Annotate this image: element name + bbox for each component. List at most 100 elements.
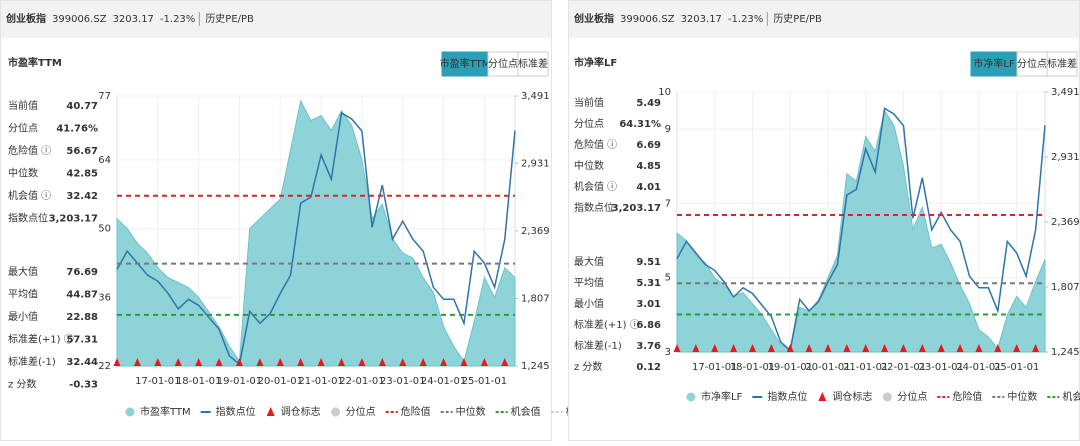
y-tick-label: 5 [665, 273, 671, 284]
legend-item[interactable]: 市盈率TTM [125, 405, 191, 418]
stat-label: 机会值 ⓘ [574, 180, 617, 193]
signal-marker [419, 358, 427, 366]
legend-label[interactable]: 机会值 [1062, 390, 1080, 403]
stat-label: 指数点位 [8, 212, 48, 225]
tab[interactable] [487, 51, 519, 77]
y-tick-label: 77 [98, 91, 111, 102]
tab-label[interactable]: 市净率LF [973, 57, 1015, 70]
line [676, 107, 1046, 352]
tab[interactable] [1016, 51, 1048, 77]
legend-label[interactable]: 中位数 [1007, 390, 1037, 403]
legend-label[interactable]: 市盈率TTM [140, 405, 191, 418]
legend-item[interactable]: 指数点位 [752, 390, 807, 403]
stat-label: 危险值 ⓘ [8, 144, 51, 157]
stat-value: 32.44 [66, 357, 98, 368]
legend-item[interactable]: 调仓标志 [266, 405, 321, 418]
header-name: 创业板指 [573, 12, 614, 25]
tab-label[interactable]: 分位点 [1017, 57, 1047, 70]
legend-item[interactable]: 指数点位 [200, 405, 256, 418]
stat-value: 3,203.17 [612, 203, 661, 214]
y-tick-label: 50 [98, 224, 111, 235]
legend-item[interactable]: 调仓标志 [818, 390, 872, 403]
legend-label[interactable]: 中位数 [456, 405, 486, 418]
y2-tick-label: 3,491 [1051, 87, 1080, 98]
stat-value: 56.67 [66, 146, 98, 157]
legend-label[interactable]: 指数点位 [216, 405, 256, 418]
tab[interactable] [517, 51, 549, 77]
signal-marker [480, 358, 488, 366]
signal-marker [338, 358, 346, 366]
stat-label: 分位点 [574, 117, 604, 130]
stat-value: 32.42 [66, 191, 98, 202]
x-tick-label: 23-01-01 [919, 362, 964, 373]
legend-symbol [331, 407, 341, 417]
legend-item[interactable]: 分位点 [882, 390, 928, 403]
legend-item[interactable]: 危险值 [385, 405, 431, 418]
x-tick-label: 18-01-01 [176, 376, 221, 387]
x-tick-label: 20-01-01 [258, 376, 303, 387]
tab[interactable] [1046, 51, 1078, 77]
legend-item[interactable]: 中位数 [992, 390, 1037, 403]
stat-value: 41.76% [56, 124, 98, 135]
stat-value: 6.86 [636, 320, 661, 331]
stat-label: z 分数 [8, 378, 36, 391]
legend-item[interactable]: 危险值 [937, 390, 982, 403]
signal-marker [711, 344, 719, 352]
stat-value: 42.85 [66, 169, 98, 180]
signal-marker [256, 358, 264, 366]
tab-label[interactable]: 标准差 [518, 57, 548, 70]
x-tick-label: 21-01-01 [843, 362, 888, 373]
tab[interactable] [970, 51, 1018, 77]
signal-marker [975, 344, 983, 352]
legend-item[interactable]: 分位点 [331, 405, 376, 418]
signal-marker [956, 344, 964, 352]
legend-item[interactable]: 市净率LF [686, 390, 743, 403]
tab-label[interactable]: 标准差 [1047, 57, 1077, 70]
stat-value: 6.69 [636, 140, 661, 151]
stat-value: 57.31 [66, 335, 98, 346]
legend-label[interactable]: 指数点位 [767, 390, 807, 403]
signal-marker [937, 344, 945, 352]
header-change: -1.23% [728, 14, 763, 25]
stat-value: 3.76 [636, 341, 661, 352]
stat-label: 中位数 [8, 167, 38, 180]
signal-marker [399, 358, 407, 366]
legend-label[interactable]: 市净率LF [701, 390, 743, 403]
legend-item[interactable]: 机会值 [495, 405, 541, 418]
legend-label[interactable]: 分位点 [897, 390, 927, 403]
x-tick-label: 25-01-01 [994, 362, 1039, 373]
stat-label: 分位点 [8, 122, 38, 135]
header-price: 3203.17 [113, 14, 154, 25]
tab-label[interactable]: 分位点 [488, 57, 518, 70]
signal-marker [786, 344, 794, 352]
legend-label[interactable]: 机会值 [511, 405, 541, 418]
legend-label[interactable]: 分位点 [346, 405, 376, 418]
subtitle: 市净率LF [574, 56, 617, 69]
legend-label[interactable]: 危险值 [401, 405, 431, 418]
header-bar [569, 1, 1079, 38]
signal-marker [440, 358, 448, 366]
header-link[interactable]: 历史PE/PB [773, 13, 822, 25]
stat-label: 标准差(+1) ⓘ [8, 333, 74, 346]
y-tick-label: 7 [665, 198, 671, 209]
legend-label[interactable]: 调仓标志 [281, 405, 321, 418]
tab-label[interactable]: 市盈率TTM [440, 57, 491, 70]
legend-label[interactable]: 危险值 [952, 390, 982, 403]
stat-value: 40.77 [66, 101, 98, 112]
legend-symbol [266, 407, 275, 416]
legend-label[interactable]: 调仓标志 [832, 390, 872, 403]
y2-tick-label: 1,245 [521, 361, 550, 372]
tab[interactable] [441, 51, 489, 77]
y2-tick-label: 1,807 [521, 293, 550, 304]
legend-item[interactable]: 机会值 [1047, 390, 1080, 403]
signal-marker [358, 358, 366, 366]
signal-marker [215, 358, 223, 366]
header-name: 创业板指 [5, 12, 46, 25]
stat-label: z 分数 [574, 360, 602, 373]
legend-item[interactable]: 中位数 [440, 405, 486, 418]
x-tick-label: 20-01-01 [805, 362, 850, 373]
stat-value: 5.31 [636, 278, 661, 289]
header-link[interactable]: 历史PE/PB [205, 13, 254, 25]
stat-label: 危险值 ⓘ [574, 138, 617, 151]
